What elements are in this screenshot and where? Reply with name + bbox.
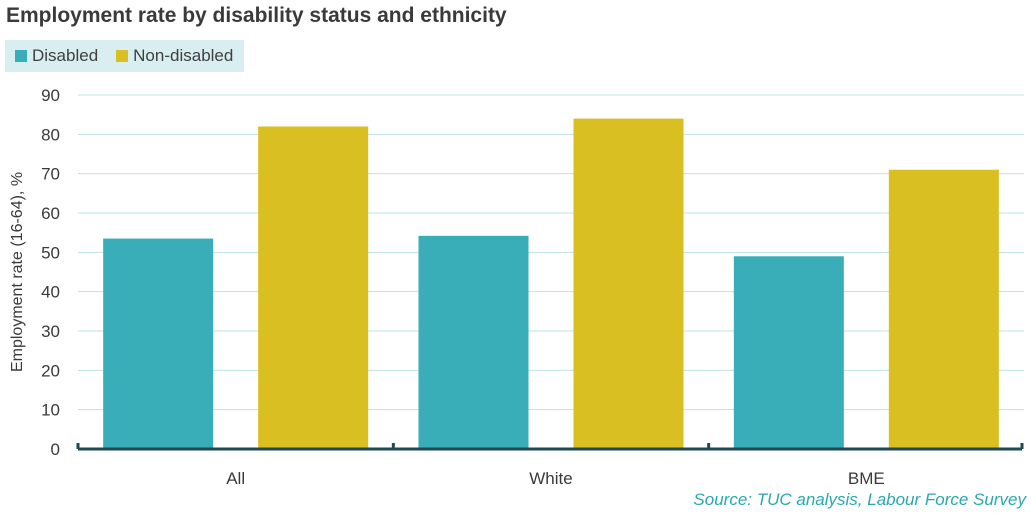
bar-white-disabled: [418, 235, 529, 449]
chart-title: Employment rate by disability status and…: [6, 4, 507, 27]
y-tick-label-40: 40: [41, 283, 60, 302]
legend-item-non-disabled: Non-disabled: [116, 46, 233, 66]
bar-all-disabled: [103, 238, 214, 449]
y-tick-label-80: 80: [41, 125, 60, 144]
legend-item-disabled: Disabled: [15, 46, 98, 66]
y-tick-label-10: 10: [41, 401, 60, 420]
y-tick-label-90: 90: [41, 86, 60, 105]
bar-all-non-disabled: [258, 126, 369, 449]
bar-white-non-disabled: [573, 118, 684, 449]
y-tick-label-20: 20: [41, 361, 60, 380]
legend-swatch-disabled: [15, 50, 27, 62]
legend-label-disabled: Disabled: [32, 46, 99, 65]
y-axis-title: Employment rate (16-64), %: [9, 172, 26, 372]
x-tick-label-white: White: [529, 469, 572, 488]
y-tick-label-70: 70: [41, 165, 60, 184]
bar-bme-disabled: [733, 256, 844, 449]
source-note: Source: TUC analysis, Labour Force Surve…: [693, 490, 1026, 509]
y-tick-label-30: 30: [41, 322, 60, 341]
y-tick-label-60: 60: [41, 204, 60, 223]
x-tick-label-all: All: [226, 469, 245, 488]
legend-label-non-disabled: Non-disabled: [133, 46, 234, 65]
legend-swatch-non-disabled: [116, 50, 129, 62]
y-tick-label-50: 50: [41, 243, 60, 262]
bar-bme-non-disabled: [888, 169, 999, 449]
legend: Disabled Non-disabled: [5, 40, 244, 72]
y-tick-label-0: 0: [51, 440, 60, 459]
x-tick-label-bme: BME: [848, 469, 885, 488]
